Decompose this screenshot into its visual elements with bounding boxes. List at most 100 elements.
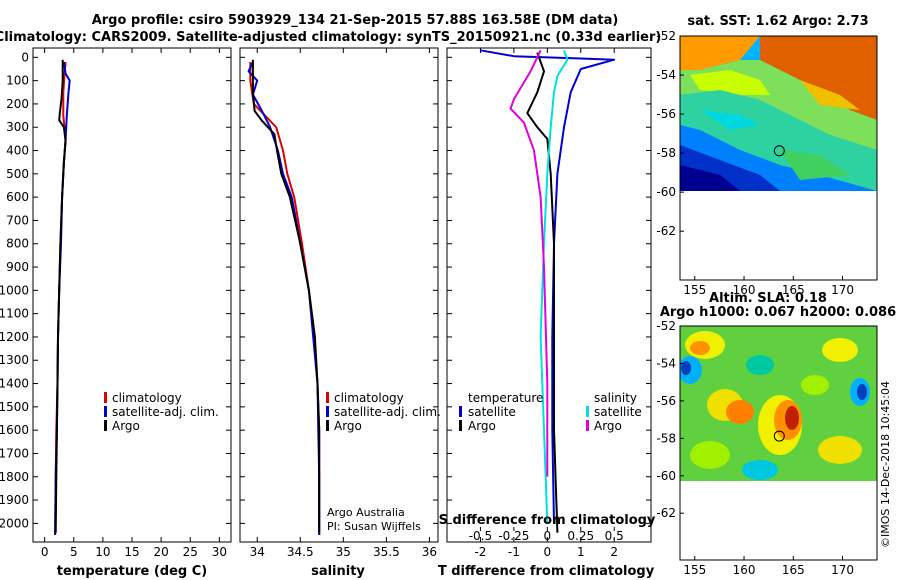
legend-label-t-argo: Argo (468, 419, 496, 433)
x-tick-label: 2 (610, 545, 618, 559)
x-tick-label: 35 (336, 545, 351, 559)
y-tick-label: 0 (21, 50, 29, 64)
sla-map-panel: Altim. SLA: 0.18 Argo h1000: 0.067 h2000… (656, 291, 896, 577)
y-tick-label: 1100 (0, 307, 29, 321)
y-tick-label: 900 (6, 260, 29, 274)
y-tick-label: 200 (6, 97, 29, 111)
y-tick-label: 1500 (0, 400, 29, 414)
s-tick-label: 0.25 (567, 529, 594, 543)
lat-tick-label: -62 (656, 224, 676, 238)
legend-swatch-argo (326, 420, 329, 431)
title-line-1: Argo profile: csiro 5903929_134 21-Sep-2… (92, 13, 619, 28)
legend-swatch-t-satellite (459, 406, 462, 417)
legend-swatch-climatology (326, 392, 329, 403)
x-tick-label: 25 (183, 545, 198, 559)
credit-line-2: PI: Susan Wijffels (327, 520, 421, 533)
x-tick-label: 10 (95, 545, 110, 559)
series-line-t-satellite (480, 49, 616, 524)
x-tick-label: 30 (212, 545, 227, 559)
y-tick-label: 1200 (0, 330, 29, 344)
x-tick-label: 35.5 (373, 545, 400, 559)
legend-swatch-t-argo (459, 420, 462, 431)
t-difference-axis: -2 -1 0 1 2 (447, 48, 651, 559)
lat-tick-label: -58 (656, 146, 676, 160)
lat-tick-label: -62 (656, 506, 676, 520)
y-tick-label: 500 (6, 167, 29, 181)
s-difference-xlabel: S difference from climatology (439, 513, 656, 528)
temperature-xlabel: temperature (deg C) (57, 564, 207, 579)
sla-map-title-1: Altim. SLA: 0.18 (709, 291, 827, 306)
lat-tick-label: -52 (656, 319, 676, 333)
sst-map-frame (679, 35, 878, 281)
x-tick-label: 0 (544, 545, 552, 559)
x-tick-label: 34 (250, 545, 265, 559)
temperature-plot-frame (32, 47, 232, 543)
legend-label-t-satellite: satellite (468, 405, 516, 419)
profile-location-marker (773, 145, 785, 157)
series-line-argo (54, 59, 67, 533)
sst-map-image (680, 36, 877, 191)
difference-legend: temperature satellite Argo salinity sate… (459, 391, 642, 433)
y-tick-label: 1400 (0, 377, 29, 391)
series-line-s-satellite (539, 49, 569, 524)
legend-swatch-satellite (326, 406, 329, 417)
legend-swatch-argo (104, 420, 107, 431)
lon-tick-label: 155 (683, 283, 706, 297)
x-tick-label: 0 (41, 545, 49, 559)
depth-axis: 0 100 200 300 400 500 600 700 800 900 1000 1100 1200… (0, 50, 231, 530)
lon-tick-label: 160 (733, 283, 756, 297)
lat-tick-label: -56 (656, 394, 676, 408)
s-tick-label: 0.5 (605, 529, 624, 543)
temperature-panel: 0100200300400500600700800900100011001200… (0, 47, 232, 579)
sst-map-title: sat. SST: 1.62 Argo: 2.73 (687, 14, 868, 29)
x-tick-label: 36 (422, 545, 437, 559)
sst-map-axes: 155 160 165 170 -52 -54 -56 -58 -60 -62 (656, 29, 854, 297)
temperature-series (54, 59, 71, 536)
lat-tick-label: -52 (656, 29, 676, 43)
sla-map-title-2: Argo h1000: 0.067 h2000: 0.086 (660, 305, 896, 320)
y-tick-label: 1300 (0, 353, 29, 367)
sst-map-marker (773, 145, 785, 157)
x-tick-label: 15 (124, 545, 139, 559)
y-tick-label: 100 (6, 74, 29, 88)
lon-tick-label: 165 (782, 283, 805, 297)
salinity-series (247, 59, 321, 535)
legend-title-salinity: salinity (594, 391, 637, 405)
difference-panel: -2 -1 0 1 2 temperature satellite Argo salin… (438, 47, 656, 579)
x-tick-label: 34.5 (287, 545, 314, 559)
lat-tick-label: -58 (656, 431, 676, 445)
lat-tick-label: -54 (656, 356, 676, 370)
legend-swatch-s-satellite (586, 406, 589, 417)
y-tick-label: 300 (6, 120, 29, 134)
series-line-argo (251, 59, 321, 533)
y-tick-label: 400 (6, 144, 29, 158)
legend-label-s-satellite: satellite (594, 405, 642, 419)
salinity-plot-frame (239, 47, 439, 543)
temperature-legend: climatology satellite-adj. clim. Argo (104, 391, 219, 433)
profile-location-marker (773, 430, 785, 442)
y-tick-label: 800 (6, 237, 29, 251)
lat-tick-label: -60 (656, 469, 676, 483)
legend-title-temperature: temperature (468, 391, 543, 405)
y-tick-label: 1900 (0, 493, 29, 507)
lon-tick-label: 155 (683, 563, 706, 577)
series-line-s-argo (509, 49, 549, 477)
y-tick-label: 1800 (0, 470, 29, 484)
difference-series (480, 49, 616, 533)
legend-label-argo: Argo (112, 419, 140, 433)
difference-plot-frame (446, 47, 652, 543)
lon-tick-label: 160 (733, 563, 756, 577)
legend-label-climatology: climatology (112, 391, 182, 405)
legend-label-argo: Argo (334, 419, 362, 433)
legend-swatch-satellite (104, 406, 107, 417)
legend-label-climatology: climatology (334, 391, 404, 405)
y-tick-label: 700 (6, 213, 29, 227)
s-tick-label: -0.5 (469, 529, 492, 543)
salinity-axis: 34 34.5 35 35.5 36 (240, 48, 438, 559)
lon-tick-label: 170 (831, 283, 854, 297)
title-line-2: Climatology: CARS2009. Satellite-adjuste… (0, 30, 661, 45)
s-difference-axis: -0.5 -0.25 0 0.25 0.5 (469, 527, 624, 543)
salinity-legend: climatology satellite-adj. clim. Argo (326, 391, 441, 433)
sla-map-image (680, 326, 877, 481)
legend-swatch-climatology (104, 392, 107, 403)
